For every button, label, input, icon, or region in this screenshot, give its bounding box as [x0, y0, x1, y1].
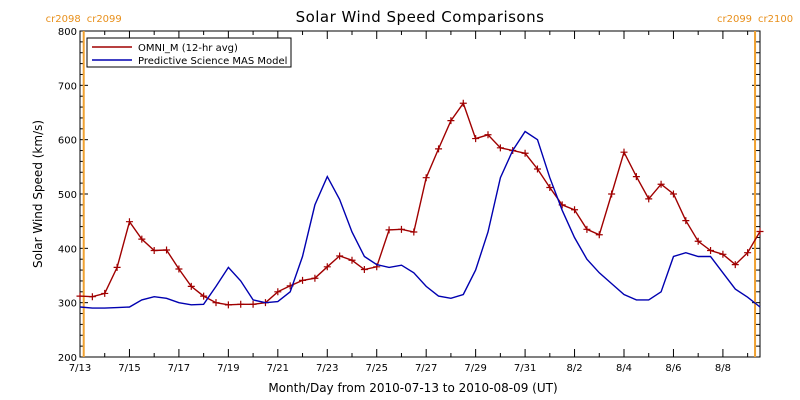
data-point	[101, 289, 109, 297]
data-point	[138, 235, 146, 243]
y-tick-label: 200	[58, 353, 77, 364]
series-0	[76, 99, 764, 309]
data-point	[608, 190, 616, 198]
x-tick-label: 8/2	[566, 363, 582, 374]
data-point	[410, 228, 418, 236]
data-point	[472, 135, 480, 143]
data-point	[422, 174, 430, 182]
data-point	[682, 217, 690, 225]
x-tick-label: 8/6	[665, 363, 681, 374]
data-point	[496, 144, 504, 152]
data-point	[731, 261, 739, 269]
data-point	[200, 292, 208, 300]
data-point	[212, 299, 220, 307]
data-point	[657, 180, 665, 188]
data-point	[595, 231, 603, 239]
legend-label-mas-model: Predictive Science MAS Model	[138, 56, 287, 67]
data-point	[447, 117, 455, 125]
data-point	[163, 246, 171, 254]
x-tick-label: 7/25	[365, 363, 387, 374]
data-point	[571, 206, 579, 214]
data-point	[707, 247, 715, 255]
data-point	[299, 276, 307, 284]
legend-label-omni: OMNI_M (12-hr avg)	[138, 43, 238, 54]
series-line	[79, 130, 761, 309]
data-point	[237, 300, 245, 308]
series-layer	[76, 99, 764, 309]
data-point	[125, 218, 133, 226]
y-tick-label: 600	[58, 136, 77, 147]
y-axis: 200 300 400 500 600 700 800	[58, 27, 760, 364]
data-point	[336, 252, 344, 260]
data-point	[719, 250, 727, 258]
data-point	[632, 173, 640, 181]
carrington-rotation-lines	[82, 31, 757, 357]
data-point	[694, 237, 702, 245]
chart-title: Solar Wind Speed Comparisons	[296, 8, 545, 26]
series-line	[79, 101, 761, 306]
x-tick-label: 7/27	[415, 363, 437, 374]
x-tick-label: 8/4	[616, 363, 632, 374]
y-axis-label: Solar Wind Speed (km/s)	[31, 120, 45, 268]
series-1	[79, 130, 761, 309]
data-point	[249, 300, 257, 308]
x-tick-label: 7/23	[316, 363, 338, 374]
data-point	[397, 225, 405, 233]
data-point	[756, 227, 764, 235]
y-tick-label: 500	[58, 190, 77, 201]
y-tick-label: 300	[58, 299, 77, 310]
legend: OMNI_M (12-hr avg) Predictive Science MA…	[86, 37, 292, 68]
data-point	[187, 282, 195, 290]
plot-frame	[79, 30, 761, 358]
data-point	[348, 256, 356, 264]
data-point	[224, 301, 232, 309]
x-tick-label: 8/8	[715, 363, 731, 374]
x-tick-label: 7/15	[118, 363, 140, 374]
data-point	[645, 195, 653, 203]
data-point	[744, 249, 752, 257]
x-axis-label: Month/Day from 2010-07-13 to 2010-08-09 …	[268, 381, 557, 395]
data-point	[113, 263, 121, 271]
x-tick-label: 7/19	[217, 363, 239, 374]
carrington-label-before: cr2099	[717, 14, 752, 25]
x-tick-label: 7/31	[514, 363, 536, 374]
carrington-label-after: cr2100	[758, 14, 793, 25]
x-axis: 7/13 7/15 7/17 7/19 7/21 7/23 7/25 7/27 7/29 7/31…	[69, 31, 749, 374]
x-tick-label: 7/17	[168, 363, 190, 374]
data-point	[669, 190, 677, 198]
data-point	[459, 99, 467, 107]
data-point	[533, 165, 541, 173]
data-point	[175, 265, 183, 273]
data-point	[546, 183, 554, 191]
data-point	[360, 266, 368, 274]
carrington-label-after: cr2099	[87, 14, 122, 25]
carrington-rotation-labels: cr2098 cr2099 cr2099 cr2100	[46, 14, 793, 25]
y-tick-label: 800	[58, 27, 77, 38]
data-point	[150, 247, 158, 255]
data-point	[88, 293, 96, 301]
data-point	[311, 274, 319, 282]
x-tick-label: 7/13	[69, 363, 91, 374]
x-tick-label: 7/21	[267, 363, 289, 374]
data-point	[583, 225, 591, 233]
data-point	[435, 145, 443, 153]
data-point	[274, 288, 282, 296]
data-point	[385, 226, 393, 234]
data-point	[521, 149, 529, 157]
x-tick-label: 7/29	[464, 363, 486, 374]
data-point	[76, 292, 84, 300]
data-point	[323, 263, 331, 271]
legend-box	[86, 37, 292, 68]
y-tick-label: 400	[58, 244, 77, 255]
carrington-label-before: cr2098	[46, 14, 81, 25]
data-point	[620, 148, 628, 156]
data-point	[484, 131, 492, 139]
y-tick-label: 700	[58, 81, 77, 92]
